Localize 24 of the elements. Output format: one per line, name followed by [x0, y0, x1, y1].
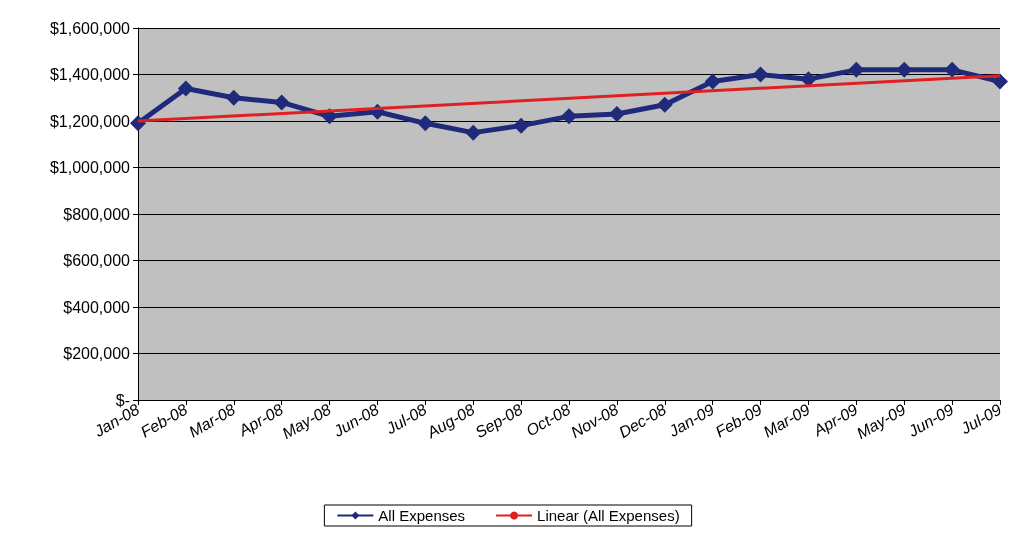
y-tick-label: $1,400,000 [49, 66, 131, 83]
y-tick-label: $400,000 [63, 298, 131, 316]
legend-label: Linear (All Expenses) [537, 507, 680, 524]
point [513, 117, 530, 134]
point [704, 73, 721, 90]
point [273, 94, 290, 111]
point [992, 73, 1008, 90]
point [561, 108, 577, 125]
point [944, 61, 961, 78]
point [225, 89, 242, 106]
y-tick-label: $1,000,000 [49, 159, 131, 176]
point [848, 61, 865, 78]
point [752, 66, 769, 83]
point [177, 80, 194, 97]
point [656, 96, 673, 113]
y-tick-label: $1,200,000 [49, 112, 131, 130]
point [896, 61, 913, 78]
y-tick-label: $800,000 [63, 205, 131, 223]
y-tick-label: $600,000 [63, 252, 131, 269]
point [465, 124, 482, 141]
legend-label: All Expenses [378, 507, 466, 524]
y-tick-label: $200,000 [63, 345, 131, 362]
point [417, 115, 434, 132]
y-tick-label: $1,600,000 [49, 19, 131, 37]
